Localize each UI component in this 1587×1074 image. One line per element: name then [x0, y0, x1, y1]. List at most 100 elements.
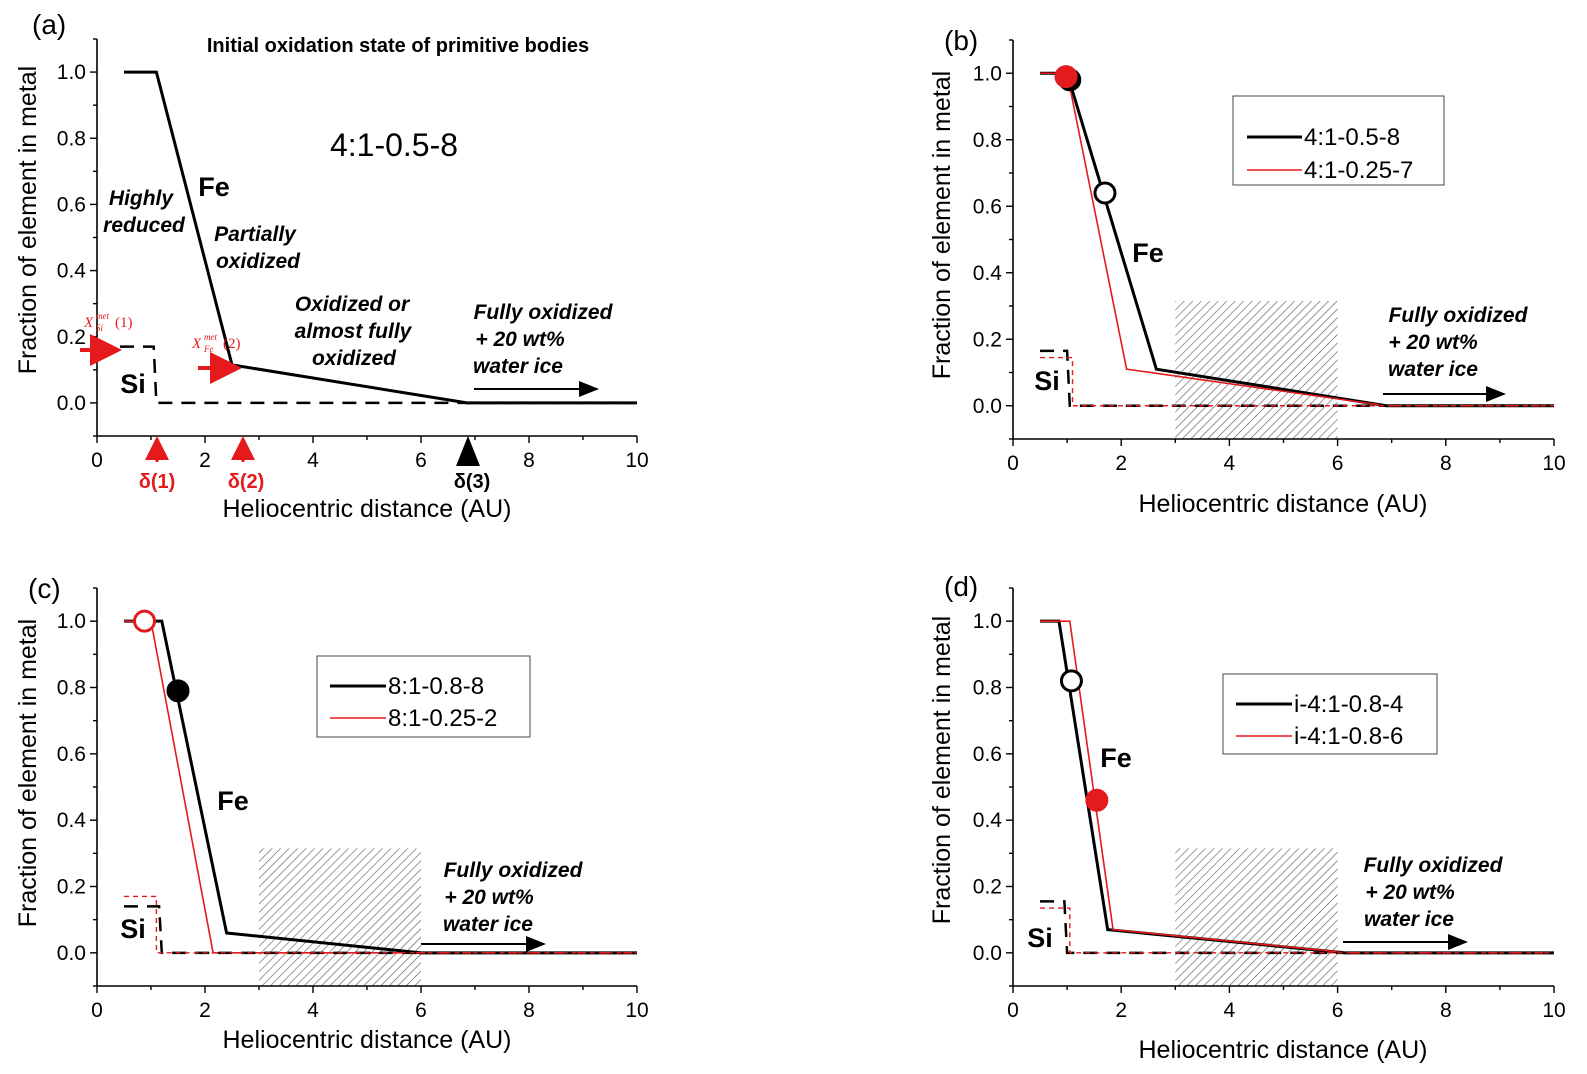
panel-a-si-line-black	[97, 345, 637, 405]
panel-a-x-tick-label: 4	[307, 449, 319, 472]
panel-d-x-tick-label: 8	[1440, 999, 1452, 1022]
panel-c-x-tick-label: 2	[199, 999, 211, 1022]
panel-c-legend-label-2: 8:1-0.25-2	[388, 705, 497, 732]
panel-b-legend-label-1: 4:1-0.5-8	[1304, 124, 1400, 151]
panel-c-hatched-region	[259, 848, 421, 986]
panel-a-scenario: 4:1-0.5-8	[330, 127, 458, 163]
panel-c-y-tick-label: 0.4	[57, 809, 87, 832]
panel-b-y-tick-label: 0.6	[973, 195, 1002, 218]
panel-d-legend-label-1: i-4:1-0.8-4	[1294, 691, 1403, 718]
panel-d-annot-1: Fully oxidized	[1364, 854, 1504, 877]
panel-d-si-line-red	[1040, 907, 1554, 954]
panel-b-si-label: Si	[1034, 366, 1060, 396]
panel-b-si-line-black	[1040, 349, 1554, 407]
xsi-main: X	[83, 315, 94, 331]
panel-d-marker-filled-red	[1085, 788, 1109, 812]
zone-partial-1: Partially	[214, 223, 297, 246]
panel-c-legend: 8:1-0.8-8 8:1-0.25-2	[316, 655, 531, 738]
panel-b-hatched-region	[1175, 301, 1338, 439]
panel-c-annot-3: water ice	[443, 913, 533, 936]
xsi-tail: (1)	[115, 315, 133, 331]
delta1-label: δ(1)	[139, 471, 176, 493]
panel-d-si-line-black	[1040, 900, 1554, 955]
panel-b-marker-open-black	[1093, 181, 1117, 205]
panel-b-label: (b)	[944, 25, 978, 56]
panel-d-y-tick-label: 0.2	[973, 876, 1002, 899]
panel-a-x-tick-label: 10	[625, 449, 648, 472]
panel-b-annot-3: water ice	[1388, 358, 1478, 381]
xsi-met-label: X met Si (1)	[83, 311, 133, 333]
panel-d-marker-open-black	[1059, 669, 1083, 693]
panel-d-y-tick-label: 0.0	[973, 942, 1002, 965]
panel-d-label: (d)	[944, 571, 978, 602]
panel-d-y-tick-label: 0.8	[973, 677, 1002, 700]
panel-b-marker-filled-red	[1054, 65, 1078, 89]
panel-c-y-tick-label: 1.0	[57, 610, 86, 633]
panel-d-y-tick-label: 0.4	[973, 809, 1003, 832]
panel-c-legend-box	[316, 655, 531, 738]
panel-d-si-label: Si	[1027, 923, 1053, 953]
panel-b-y-tick-label: 0.8	[973, 129, 1002, 152]
panel-c-x-tick-label: 6	[415, 999, 427, 1022]
panel-a-y-tick-label: 0.2	[57, 326, 86, 349]
panel-b-y-tick-label: 1.0	[973, 62, 1002, 85]
panel-a-plot: 0 2 4 6 8 10 0.0 0.2 0.4 0.6 0.8 1.0	[57, 38, 649, 472]
panel-c-ylabel: Fraction of element in metal	[14, 619, 42, 927]
panel-d-fe-label: Fe	[1100, 743, 1132, 773]
panel-c-fe-label: Fe	[217, 786, 249, 816]
panel-a-title: Initial oxidation state of primitive bod…	[207, 35, 589, 57]
panel-a-x-tick-label: 2	[199, 449, 211, 472]
panel-a-x-tick-label: 0	[91, 449, 103, 472]
panel-d-x-tick-label: 0	[1007, 999, 1019, 1022]
panel-a-label: (a)	[32, 9, 66, 40]
panel-c-y-tick-label: 0.2	[57, 876, 86, 899]
panel-d-legend: i-4:1-0.8-4 i-4:1-0.8-6	[1222, 673, 1438, 755]
panel-d-x-tick-label: 10	[1542, 999, 1565, 1022]
panel-c-x-tick-label: 4	[307, 999, 319, 1022]
panel-b-x-tick-label: 10	[1542, 452, 1565, 475]
panel-c-y-tick-label: 0.6	[57, 743, 86, 766]
panel-b-x-tick-label: 2	[1115, 452, 1127, 475]
panel-d-annot-3: water ice	[1364, 908, 1454, 931]
panel-d-legend-box	[1222, 673, 1438, 755]
panel-c-xlabel: Heliocentric distance (AU)	[223, 1026, 512, 1054]
panel-a-y-tick-label: 0.6	[57, 193, 86, 216]
zone-full-3: water ice	[473, 355, 563, 378]
panel-a-xlabel: Heliocentric distance (AU)	[223, 495, 512, 523]
panel-b-x-tick-label: 0	[1007, 452, 1019, 475]
panel-d-xlabel: Heliocentric distance (AU)	[1139, 1036, 1428, 1064]
panel-d-x-tick-label: 2	[1115, 999, 1127, 1022]
panel-c-label: (c)	[28, 573, 61, 604]
panel-b-y-tick-label: 0.4	[973, 262, 1003, 285]
zone-oxidized-3: oxidized	[312, 347, 397, 370]
panel-c-x-tick-label: 10	[625, 999, 648, 1022]
panel-b-annot-1: Fully oxidized	[1389, 304, 1529, 327]
panel-d-x-tick-label: 6	[1332, 999, 1344, 1022]
panel-c-annot-1: Fully oxidized	[444, 859, 584, 882]
panel-a-y-tick-label: 0.4	[57, 260, 87, 283]
panel-c-si-label: Si	[120, 914, 146, 944]
panel-b-x-tick-label: 4	[1224, 452, 1236, 475]
panel-a-x-tick-label: 8	[523, 449, 535, 472]
panel-d-y-tick-label: 0.6	[973, 743, 1002, 766]
delta3-label: δ(3)	[454, 471, 491, 493]
zone-highly-1: Highly	[109, 187, 174, 210]
xfe-sub: Fe	[203, 344, 214, 354]
panel-d-legend-label-2: i-4:1-0.8-6	[1294, 723, 1403, 750]
panel-b-legend-label-2: 4:1-0.25-7	[1304, 157, 1413, 184]
panel-d-hatched-region	[1175, 848, 1338, 986]
panel-c: 0 2 4 6 8 10 0.0 0.2 0.4 0.6 0.8 1.0 (c) Heliocentr…	[14, 573, 649, 1054]
xsi-sub: Si	[96, 323, 104, 333]
panel-b-ylabel: Fraction of element in metal	[928, 71, 956, 379]
panel-d-x-tick-label: 4	[1224, 999, 1236, 1022]
panel-b-si-line-red	[1040, 356, 1554, 407]
panel-a-y-tick-label: 0.8	[57, 127, 86, 150]
panel-c-x-tick-label: 8	[523, 999, 535, 1022]
panel-b-fe-label: Fe	[1132, 238, 1164, 268]
panel-d: 0 2 4 6 8 10 0.0 0.2 0.4 0.6 0.8 1.0 (d) Heliocentr…	[928, 571, 1566, 1064]
panel-c-y-tick-label: 0.8	[57, 677, 86, 700]
panel-d-ylabel: Fraction of element in metal	[928, 616, 956, 924]
xfe-tail: (2)	[223, 336, 241, 352]
panel-d-plot: 0 2 4 6 8 10 0.0 0.2 0.4 0.6 0.8 1.0	[973, 587, 1566, 1022]
